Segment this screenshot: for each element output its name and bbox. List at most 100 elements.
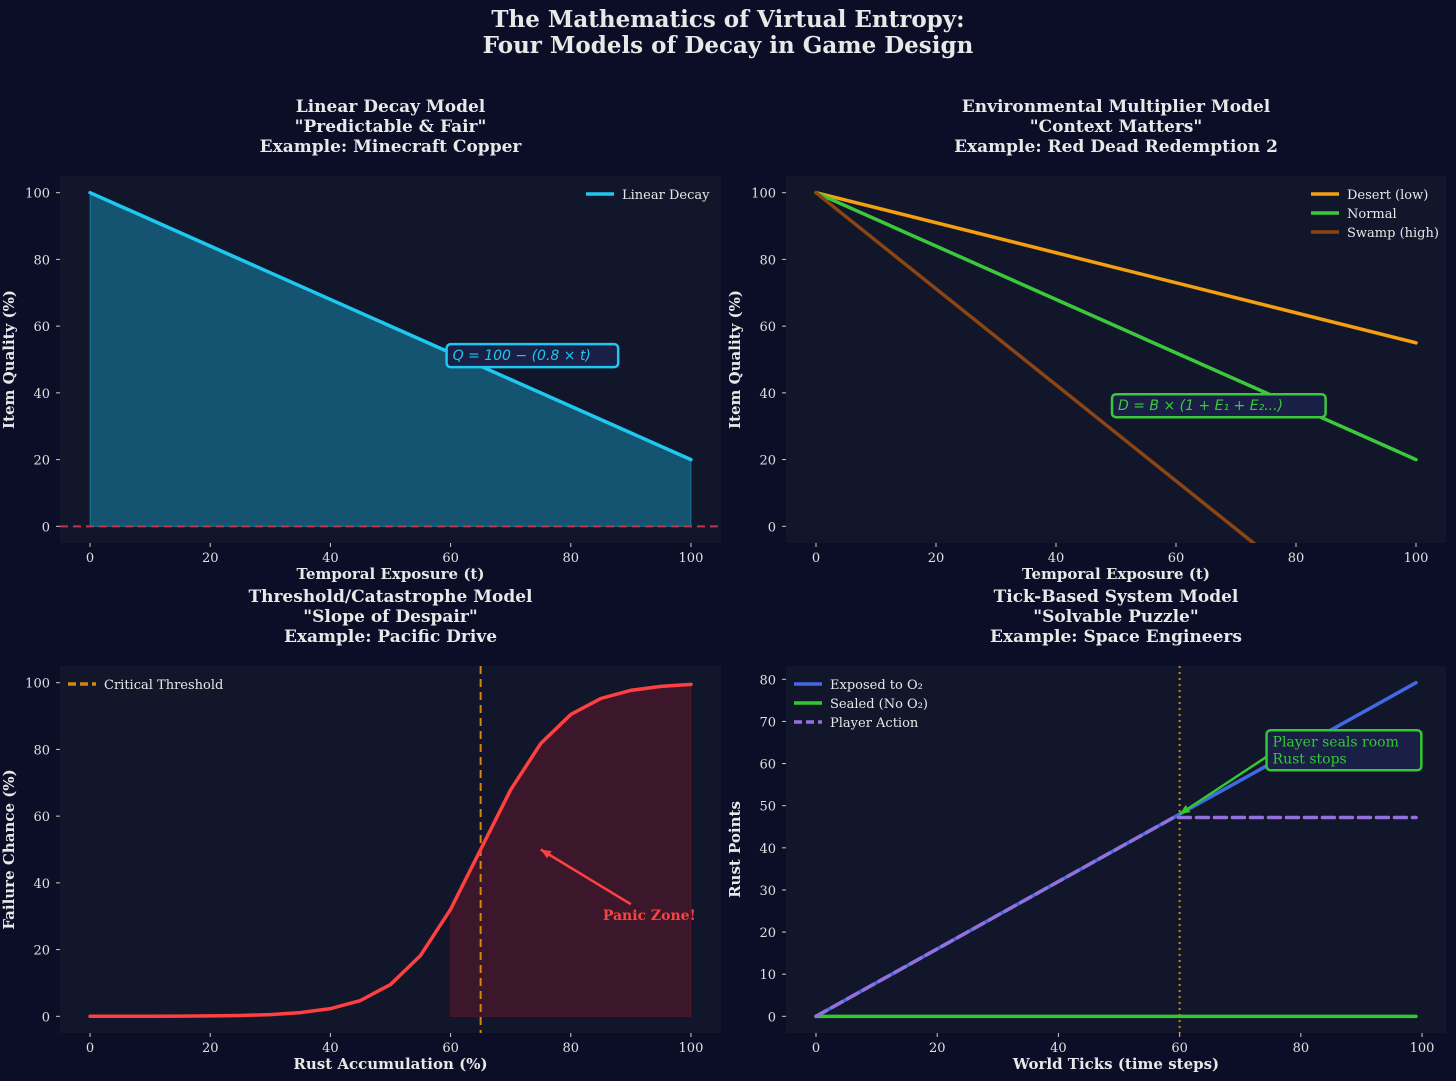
x-tick-label: 80 (562, 551, 579, 566)
panel-4: Tick-Based System Model"Solvable Puzzle"… (726, 587, 1446, 1073)
annotation-text: D = B × (1 + E₁ + E₂...) (1118, 398, 1283, 414)
x-axis-label: Rust Accumulation (%) (293, 1055, 487, 1073)
x-tick-label: 40 (1050, 1041, 1067, 1056)
panel-2: Environmental Multiplier Model"Context M… (726, 97, 1446, 583)
x-tick-label: 20 (928, 551, 945, 566)
x-tick-label: 0 (812, 551, 820, 566)
x-axis-label: World Ticks (time steps) (1012, 1055, 1219, 1073)
x-tick-label: 80 (1293, 1041, 1310, 1056)
y-tick-label: 20 (33, 944, 50, 959)
panel-title-line: "Slope of Despair" (303, 607, 477, 627)
y-tick-label: 60 (33, 320, 50, 335)
x-tick-label: 0 (86, 551, 94, 566)
y-axis-label: Item Quality (%) (726, 290, 744, 429)
series-line-desert-low- (814, 190, 1418, 345)
y-tick-label: 0 (42, 1010, 50, 1025)
annotation-text: Rust stops (1273, 751, 1347, 767)
arrow-head-icon (1179, 804, 1191, 815)
axes-area (60, 666, 721, 1033)
y-tick-label: 40 (33, 877, 50, 892)
series-line-curve (88, 682, 693, 1019)
annotation-box (445, 342, 620, 369)
panel-title-line: Linear Decay Model (296, 97, 486, 117)
y-tick-label: 100 (25, 677, 50, 692)
y-tick-label: 20 (759, 926, 776, 941)
y-tick-label: 40 (759, 842, 776, 857)
y-tick-label: 80 (759, 253, 776, 268)
series-line-linear-decay (88, 190, 693, 462)
x-tick-label: 100 (679, 551, 704, 566)
x-tick-label: 60 (1168, 551, 1185, 566)
y-tick-label: 0 (768, 520, 776, 535)
x-tick-label: 20 (929, 1041, 946, 1056)
panel-title-line: Tick-Based System Model (994, 587, 1239, 607)
x-tick-label: 40 (322, 1041, 339, 1056)
annotation-box (1110, 392, 1327, 419)
x-tick-label: 60 (1171, 1041, 1188, 1056)
annotation-text: Panic Zone! (603, 908, 696, 924)
y-tick-label: 70 (759, 715, 776, 730)
panel-title-line: Example: Space Engineers (990, 627, 1242, 647)
axes-area (786, 176, 1446, 543)
annotation-text: Player seals room (1273, 734, 1399, 750)
y-tick-label: 60 (759, 758, 776, 773)
legend-label: Linear Decay (622, 188, 710, 203)
plot-area (88, 666, 693, 1033)
panel-title-line: Example: Pacific Drive (284, 627, 497, 647)
y-tick-label: 50 (759, 800, 776, 815)
panel-title-line: "Context Matters" (1030, 117, 1202, 137)
series-line-swamp-high- (814, 190, 1257, 543)
y-tick-label: 30 (759, 884, 776, 899)
y-tick-label: 60 (33, 810, 50, 825)
legend-label: Swamp (high) (1347, 226, 1439, 241)
y-tick-label: 20 (759, 454, 776, 469)
x-tick-label: 20 (202, 1041, 219, 1056)
panel-title-line: Environmental Multiplier Model (962, 97, 1271, 117)
legend-label: Sealed (No O₂) (830, 697, 928, 712)
suptitle-line-2: Four Models of Decay in Game Design (483, 32, 974, 59)
x-tick-label: 40 (322, 551, 339, 566)
x-axis-label: Temporal Exposure (t) (297, 565, 485, 583)
x-tick-label: 60 (442, 551, 459, 566)
y-tick-label: 80 (33, 743, 50, 758)
series-line-player-action (814, 815, 1418, 1019)
plot-area (60, 190, 721, 528)
y-tick-label: 80 (759, 673, 776, 688)
legend-label: Desert (low) (1347, 188, 1428, 203)
y-tick-label: 0 (768, 1010, 776, 1025)
y-tick-label: 60 (759, 320, 776, 335)
arrow-head-icon (540, 849, 552, 859)
x-axis-label: Temporal Exposure (t) (1022, 565, 1210, 583)
legend-label: Exposed to O₂ (830, 678, 923, 693)
panel-3: Threshold/Catastrophe Model"Slope of Des… (0, 587, 721, 1073)
x-tick-label: 40 (1048, 551, 1065, 566)
x-tick-label: 60 (442, 1041, 459, 1056)
y-tick-label: 20 (33, 454, 50, 469)
legend-label: Player Action (830, 716, 919, 731)
annotation-arrow (540, 848, 632, 906)
y-axis-label: Item Quality (%) (0, 290, 18, 429)
x-tick-label: 0 (86, 1041, 94, 1056)
y-tick-label: 100 (25, 187, 50, 202)
y-tick-label: 0 (42, 520, 50, 535)
annotation-box (1265, 729, 1423, 772)
y-tick-label: 80 (33, 253, 50, 268)
x-tick-label: 20 (202, 551, 219, 566)
y-tick-label: 10 (759, 968, 776, 983)
panel-title-line: Example: Red Dead Redemption 2 (954, 137, 1278, 157)
y-tick-label: 40 (33, 387, 50, 402)
panel-title-line: "Solvable Puzzle" (1033, 607, 1198, 627)
panel-title-line: Example: Minecraft Copper (260, 137, 523, 157)
x-tick-label: 0 (812, 1041, 820, 1056)
y-axis-label: Failure Chance (%) (0, 769, 18, 929)
x-tick-label: 100 (1404, 551, 1429, 566)
panel-title-line: Threshold/Catastrophe Model (248, 587, 533, 607)
panel-1: Linear Decay Model"Predictable & Fair"Ex… (0, 97, 721, 583)
y-axis-label: Rust Points (726, 801, 744, 898)
y-tick-label: 100 (751, 187, 776, 202)
legend-label: Normal (1347, 207, 1397, 222)
legend-label: Critical Threshold (104, 678, 223, 693)
y-tick-label: 40 (759, 387, 776, 402)
x-tick-label: 100 (1410, 1041, 1435, 1056)
suptitle-line-1: The Mathematics of Virtual Entropy: (491, 6, 964, 33)
